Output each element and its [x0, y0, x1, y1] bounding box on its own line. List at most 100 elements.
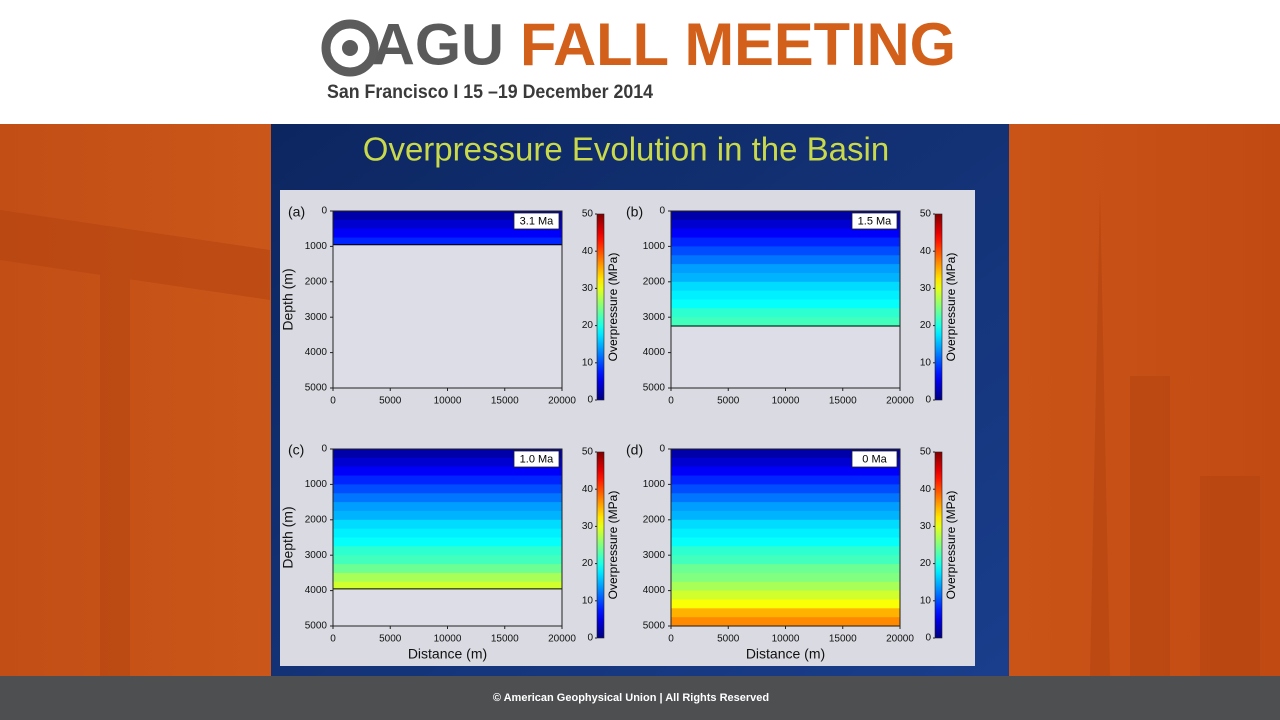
heat-band	[671, 564, 900, 574]
x-tick-label: 15000	[829, 396, 857, 407]
heat-band	[333, 457, 562, 468]
colorbar-tick-label: 50	[920, 209, 932, 220]
age-label: 3.1 Ma	[520, 215, 555, 227]
heat-band	[671, 599, 900, 609]
x-axis-label: Distance (m)	[408, 646, 487, 662]
heat-band	[671, 228, 900, 239]
colorbar-tick-label: 20	[920, 558, 932, 569]
age-label: 1.5 Ma	[858, 215, 893, 227]
heat-band	[333, 237, 562, 246]
colorbar-tick-label: 20	[582, 320, 594, 331]
age-box	[513, 212, 560, 230]
colorbar-tick-label: 30	[920, 521, 932, 532]
heat-band	[333, 555, 562, 565]
x-tick-label: 20000	[548, 396, 576, 407]
heat-band	[671, 617, 900, 627]
heat-band	[671, 272, 900, 283]
y-tick-label: 5000	[643, 383, 666, 394]
heat-band	[333, 211, 562, 221]
colorbar-tick-label: 10	[920, 357, 932, 368]
age-label: 0 Ma	[862, 453, 887, 465]
panel-label: (d)	[626, 442, 643, 458]
heat-band	[671, 475, 900, 485]
y-tick-label: 2000	[305, 276, 328, 287]
colorbar-tick-label: 0	[587, 395, 593, 406]
heat-band	[671, 546, 900, 556]
heat-band	[333, 528, 562, 539]
heat-band	[671, 449, 900, 459]
heat-band	[671, 590, 900, 601]
heat-band	[333, 228, 562, 239]
colorbar-label: Overpressure (MPa)	[944, 491, 958, 600]
y-tick-label: 0	[659, 206, 665, 217]
colorbar-label: Overpressure (MPa)	[944, 253, 958, 362]
y-tick-label: 5000	[643, 621, 666, 632]
panel-label: (b)	[626, 204, 643, 220]
colorbar-tick-label: 20	[582, 558, 594, 569]
heat-band	[333, 581, 562, 590]
panel-label: (c)	[288, 442, 304, 458]
x-tick-label: 0	[330, 634, 336, 645]
x-tick-label: 20000	[886, 634, 914, 645]
heat-band	[333, 502, 562, 512]
heat-band	[671, 281, 900, 292]
colorbar-tick-label: 30	[582, 521, 594, 532]
y-tick-label: 4000	[305, 585, 328, 596]
heat-band	[671, 608, 900, 618]
y-tick-label: 5000	[305, 383, 328, 394]
colorbar-tick-label: 10	[582, 595, 594, 606]
heat-band	[671, 237, 900, 247]
heat-band	[671, 457, 900, 468]
y-tick-label: 0	[659, 444, 665, 455]
logo-text: AGU	[372, 12, 504, 77]
heat-band	[333, 475, 562, 485]
y-tick-label: 1000	[643, 479, 666, 490]
colorbar-tick-label: 10	[920, 595, 932, 606]
heat-band	[333, 510, 562, 521]
colorbar-tick-label: 0	[587, 633, 593, 644]
colorbar-tick-label: 40	[920, 484, 932, 495]
y-tick-label: 4000	[305, 347, 328, 358]
colorbar-tick-label: 30	[920, 283, 932, 294]
meeting-title: FALL MEETING	[520, 11, 956, 78]
x-tick-label: 10000	[434, 634, 462, 645]
colorbar-tick-label: 40	[582, 484, 594, 495]
age-box	[851, 450, 898, 468]
logo-icon	[321, 19, 379, 77]
x-tick-label: 15000	[829, 634, 857, 645]
heat-band	[333, 484, 562, 494]
footer-text: © American Geophysical Union | All Right…	[493, 692, 769, 704]
colorbar-label: Overpressure (MPa)	[606, 491, 620, 600]
y-tick-label: 3000	[643, 550, 666, 561]
heat-band	[671, 555, 900, 565]
colorbar	[596, 213, 605, 401]
colorbar-label: Overpressure (MPa)	[606, 253, 620, 362]
y-tick-label: 2000	[643, 276, 666, 287]
logo-icon-core	[342, 40, 358, 56]
colorbar-tick-label: 30	[582, 283, 594, 294]
heat-band	[671, 308, 900, 318]
y-tick-label: 1000	[305, 479, 328, 490]
colorbar-tick-label: 0	[925, 633, 931, 644]
colorbar-tick-label: 40	[920, 246, 932, 257]
heat-band	[671, 502, 900, 512]
x-tick-label: 10000	[772, 634, 800, 645]
y-tick-label: 0	[321, 206, 327, 217]
heat-band	[671, 264, 900, 274]
heat-band	[333, 493, 562, 503]
colorbar	[934, 451, 943, 639]
x-tick-label: 5000	[717, 396, 740, 407]
age-box	[513, 450, 560, 468]
colorbar-tick-label: 0	[925, 395, 931, 406]
x-tick-label: 20000	[886, 396, 914, 407]
heat-band	[671, 466, 900, 477]
slide-title: Overpressure Evolution in the Basin	[363, 131, 889, 168]
heat-band	[333, 564, 562, 574]
heat-band	[333, 519, 562, 530]
footer	[0, 676, 1280, 720]
heat-band	[671, 572, 900, 583]
colorbar-tick-label: 50	[920, 447, 932, 458]
y-tick-label: 2000	[643, 514, 666, 525]
meeting-subtitle: San Francisco I 15 –19 December 2014	[327, 82, 653, 103]
